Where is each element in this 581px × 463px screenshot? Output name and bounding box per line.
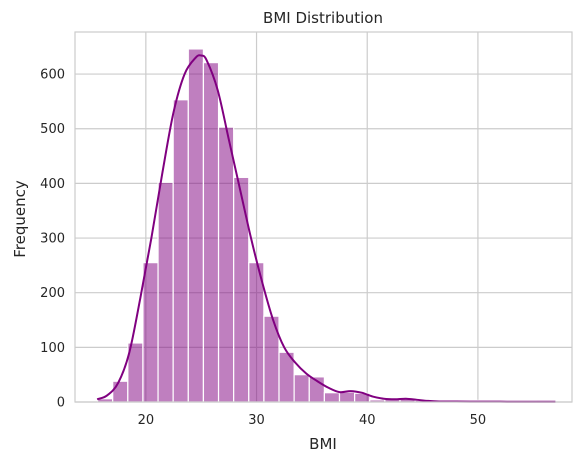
kde-curve-group — [96, 54, 556, 403]
y-tick-label: 100 — [40, 341, 65, 356]
histogram-bar — [338, 391, 356, 403]
x-tick-label: 30 — [248, 413, 265, 428]
y-tick-label: 200 — [40, 286, 65, 301]
chart-title: BMI Distribution — [263, 9, 383, 27]
histogram-bar — [217, 126, 235, 403]
histogram-bar — [323, 392, 341, 403]
kde-curve — [96, 54, 556, 403]
histogram-bar — [293, 374, 310, 403]
plot-frame — [74, 31, 573, 403]
histogram-bar — [233, 176, 250, 403]
x-tick-labels: 20 30 40 50 — [138, 413, 487, 428]
y-tick-label: 300 — [40, 232, 65, 247]
x-tick-label: 40 — [359, 413, 376, 428]
y-tick-label: 400 — [40, 177, 65, 192]
histogram-bar — [187, 48, 205, 403]
histogram-bar — [172, 99, 189, 403]
x-tick-label: 20 — [138, 413, 155, 428]
histogram-bars — [96, 48, 552, 403]
y-tick-label: 600 — [40, 68, 65, 83]
y-axis-label: Frequency — [11, 180, 29, 258]
x-axis-label: BMI — [309, 435, 337, 453]
y-tick-labels: 0 100 200 300 400 500 600 — [40, 68, 65, 411]
histogram-bar — [142, 262, 159, 403]
x-tick-label: 50 — [470, 413, 487, 428]
y-tick-label: 500 — [40, 122, 65, 137]
histogram-bar — [112, 380, 129, 403]
y-tick-label: 0 — [57, 396, 65, 411]
histogram-bar — [157, 181, 174, 403]
histogram-bar — [202, 62, 220, 403]
